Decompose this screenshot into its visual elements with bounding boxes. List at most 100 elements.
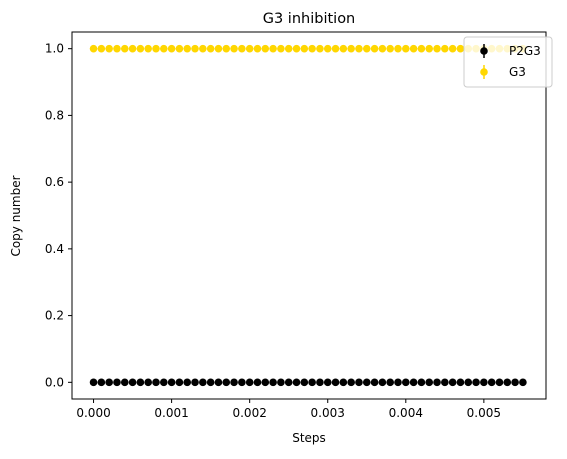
data-point bbox=[409, 44, 418, 53]
data-point bbox=[284, 44, 293, 53]
data-point bbox=[238, 378, 246, 387]
legend-item-p2g3: P2G3 bbox=[480, 44, 541, 58]
data-point bbox=[269, 378, 277, 387]
data-point bbox=[113, 44, 121, 53]
data-point bbox=[386, 378, 394, 387]
data-point bbox=[495, 378, 504, 387]
x-axis: 0.000 0.001 0.002 0.003 0.004 0.005 bbox=[76, 399, 501, 420]
data-point bbox=[167, 378, 176, 387]
data-point bbox=[292, 378, 301, 387]
data-point bbox=[425, 378, 434, 387]
data-point bbox=[425, 44, 434, 53]
data-point bbox=[503, 378, 512, 387]
data-point bbox=[175, 44, 184, 53]
data-point bbox=[253, 378, 262, 387]
data-point bbox=[183, 378, 192, 387]
data-point bbox=[261, 378, 270, 387]
data-point bbox=[206, 378, 215, 387]
legend-label: G3 bbox=[509, 65, 526, 79]
data-point bbox=[214, 378, 223, 387]
legend-item-g3: G3 bbox=[480, 65, 526, 79]
data-point bbox=[441, 44, 449, 53]
data-point bbox=[511, 378, 519, 387]
data-point bbox=[144, 378, 152, 387]
data-point bbox=[120, 44, 129, 53]
data-point bbox=[448, 378, 457, 387]
data-point bbox=[417, 378, 426, 387]
data-point bbox=[277, 44, 285, 53]
data-point bbox=[308, 44, 316, 53]
data-point bbox=[199, 44, 207, 53]
y-axis: 0.0 0.2 0.4 0.6 0.8 1.0 bbox=[45, 42, 72, 389]
data-point bbox=[245, 44, 254, 53]
data-point bbox=[386, 44, 394, 53]
data-point bbox=[206, 44, 215, 53]
series-p2g3 bbox=[89, 378, 527, 387]
data-point bbox=[378, 378, 387, 387]
data-point bbox=[277, 378, 285, 387]
data-point bbox=[323, 378, 332, 387]
data-point bbox=[355, 378, 363, 387]
data-point bbox=[97, 378, 106, 387]
data-point bbox=[222, 44, 231, 53]
data-point bbox=[456, 44, 465, 53]
data-point bbox=[128, 44, 137, 53]
legend-marker bbox=[480, 68, 488, 76]
y-axis-label: Copy number bbox=[9, 175, 23, 256]
plot-area bbox=[71, 31, 547, 400]
data-point bbox=[261, 44, 270, 53]
data-point bbox=[362, 44, 371, 53]
data-point bbox=[339, 378, 348, 387]
data-point bbox=[292, 44, 301, 53]
data-point bbox=[152, 44, 160, 53]
data-point bbox=[175, 378, 184, 387]
data-point bbox=[401, 44, 410, 53]
data-point bbox=[480, 378, 488, 387]
data-point bbox=[97, 44, 106, 53]
data-point bbox=[230, 44, 238, 53]
data-point bbox=[245, 378, 254, 387]
data-point bbox=[105, 378, 113, 387]
data-point bbox=[417, 44, 426, 53]
data-point bbox=[316, 378, 324, 387]
x-tick-label: 0.001 bbox=[154, 406, 188, 420]
x-tick-label: 0.005 bbox=[467, 406, 501, 420]
data-point bbox=[191, 378, 199, 387]
data-point bbox=[191, 44, 199, 53]
data-point bbox=[160, 44, 168, 53]
y-tick-label: 0.0 bbox=[45, 375, 64, 389]
data-point bbox=[331, 44, 340, 53]
y-tick-label: 0.2 bbox=[45, 309, 64, 323]
data-point bbox=[433, 44, 441, 53]
x-tick-label: 0.004 bbox=[389, 406, 423, 420]
x-tick-label: 0.000 bbox=[76, 406, 110, 420]
data-point bbox=[269, 44, 277, 53]
data-point bbox=[448, 44, 457, 53]
data-point bbox=[89, 378, 98, 387]
data-point bbox=[456, 378, 465, 387]
y-tick-label: 0.6 bbox=[45, 175, 64, 189]
data-point bbox=[167, 44, 176, 53]
data-point bbox=[409, 378, 418, 387]
data-point bbox=[441, 378, 449, 387]
data-point bbox=[120, 378, 129, 387]
data-point bbox=[222, 378, 231, 387]
data-point bbox=[300, 44, 309, 53]
legend-label: P2G3 bbox=[509, 44, 541, 58]
data-point bbox=[370, 378, 379, 387]
data-point bbox=[230, 378, 238, 387]
axes-frame bbox=[71, 31, 547, 400]
data-point bbox=[89, 44, 98, 53]
data-point bbox=[347, 44, 355, 53]
legend: P2G3 G3 bbox=[463, 36, 553, 88]
data-point bbox=[152, 378, 160, 387]
data-point bbox=[394, 378, 402, 387]
data-point bbox=[519, 378, 527, 387]
data-point bbox=[199, 378, 207, 387]
x-axis-label: Steps bbox=[292, 431, 326, 445]
chart-title: G3 inhibition bbox=[263, 11, 356, 27]
data-point bbox=[323, 44, 332, 53]
y-tick-label: 1.0 bbox=[45, 42, 64, 56]
x-tick-label: 0.002 bbox=[232, 406, 266, 420]
